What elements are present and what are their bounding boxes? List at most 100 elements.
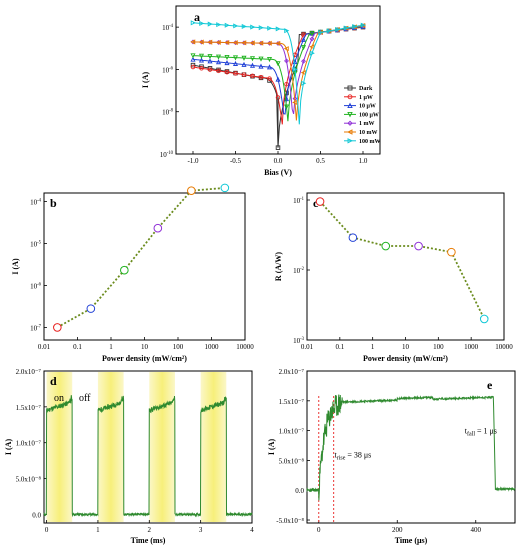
iv-curve-marker [190,39,196,45]
panel-d-chart: d on off 0 1 2 3 4 0.0 5.0x10⁻⁸ 1.0x10⁻⁷ 1.5x10⁻⁷ 2.… [4,368,254,545]
iv-curve-marker [249,62,256,68]
iv-curve-marker [275,145,281,150]
legend-swatch-marker [347,120,353,126]
iv-curve-marker [207,39,213,45]
y-tick-label: 10-3 [293,337,305,345]
fall-time-label: tfall = 1 μs [465,427,497,438]
legend-label: 10 μW [359,104,376,110]
iv-curve-marker [224,60,230,66]
y-tick-label: 5.0x10⁻⁸ [279,457,305,465]
x-axis-label: Time (μs) [395,536,428,545]
y-tick-label: 1.0x10⁻⁷ [16,440,42,448]
iv-curve-marker [249,56,256,62]
iv-curve-marker [241,40,247,46]
iv-curve-marker [233,71,238,76]
iv-curve-marker [216,22,222,28]
iv-curve-marker [309,50,315,56]
iv-curve-marker [241,61,247,67]
x-axis-label: Time (ms) [131,536,166,545]
y-axis-label: I (A) [4,439,13,456]
y-tick-label: 10-2 [293,267,305,275]
x-tick-label: 1 [371,343,375,351]
y-tick-label: 0.0 [295,487,304,495]
iv-curve-marker [301,58,306,64]
iv-curve-marker [266,64,273,70]
iv-curve-marker [198,53,205,59]
x-tick-label: 10000 [236,343,254,351]
legend-label: 1 mW [359,121,375,127]
light-on-region [149,372,175,522]
iv-curve-marker [300,36,307,42]
y-tick-label: -5.0x10⁻⁸ [276,517,304,525]
data-point [479,314,489,324]
data-point [348,233,358,242]
iv-curve-marker [292,66,298,72]
y-tick-label: 2.0x10⁻⁷ [279,368,305,376]
legend-label: 100 mW [359,139,381,145]
x-axis-label: Power density (mW/cm²) [363,354,448,363]
x-tick-label: 2 [148,526,152,534]
iv-curve-marker [199,20,205,26]
x-tick-label: -1.0 [187,157,199,165]
x-tick-label: 3 [199,526,203,534]
legend-swatch-marker [347,111,353,118]
iv-curve-marker [258,40,264,46]
iv-curve-marker [198,57,205,63]
iv-curve-marker [232,40,238,46]
x-tick-label: 1 [109,343,113,351]
iv-curve-marker [190,20,196,26]
x-tick-label: 100 [433,343,444,351]
iv-curve-marker [215,39,221,45]
legend-label: 100 μW [359,112,379,118]
panel-b-letter: b [50,196,57,210]
iv-curve-marker [275,76,281,82]
iv-curve-marker [249,40,255,46]
iv-curve-marker [292,99,298,105]
iv-curve-marker [300,70,306,76]
panel-e-frame [306,370,516,524]
y-tick-label: 10-1 [293,197,305,205]
x-tick-label: 10000 [495,343,513,351]
iv-curve-marker [266,57,273,63]
iv-curve-marker [301,80,307,86]
legend-label: 10 mW [359,130,378,136]
light-on-region [200,372,227,522]
iv-curve-marker [224,39,230,46]
y-tick-label: 10-6 [162,66,174,74]
y-tick-label: 10-7 [30,324,42,332]
iv-curve-marker [241,23,247,29]
iv-curve-marker [190,62,196,68]
y-tick-label: 1.5x10⁻⁷ [279,398,305,406]
legend-swatch-marker [346,129,353,135]
data-point [381,241,391,251]
panel-a-chart: a -1.0 -0.5 0.0 0.5 1.0 10-10 10-8 10-6 10-4 Bias … [141,5,381,177]
photocurrent-trace [43,395,253,518]
data-point [187,186,196,195]
legend-swatch-marker [347,94,353,100]
iv-curve-marker [190,53,196,59]
x-tick-label: 1.0 [359,157,368,165]
x-tick-label: 0.1 [335,343,344,351]
iv-curve-marker [284,81,289,87]
iv-curve-marker [267,76,272,81]
iv-curve-marker [250,73,255,79]
data-point [315,197,325,206]
legend-swatch-marker [347,102,353,109]
y-tick-label: 10-8 [162,109,174,117]
iv-curve-marker [258,63,264,69]
data-point [120,265,129,275]
y-tick-label: 10-6 [30,282,42,290]
iv-curve-marker [284,28,290,34]
iv-curve-marker [283,46,289,52]
rise-time-label: trise = 38 μs [334,450,371,461]
x-tick-label: 0.01 [301,343,314,351]
panel-c-frame [306,192,505,341]
iv-curve-marker [241,72,247,77]
x-tick-label: 0.5 [316,157,325,165]
light-on-region [97,372,124,522]
iv-curve-marker [335,27,341,33]
iv-curve-marker [199,66,204,71]
x-tick-label: 10 [402,343,410,351]
panel-b-chart: b 0.01 0.1 1 10 100 1000 10000 10-7 10-6 10-5 10-4 P… [11,183,254,363]
